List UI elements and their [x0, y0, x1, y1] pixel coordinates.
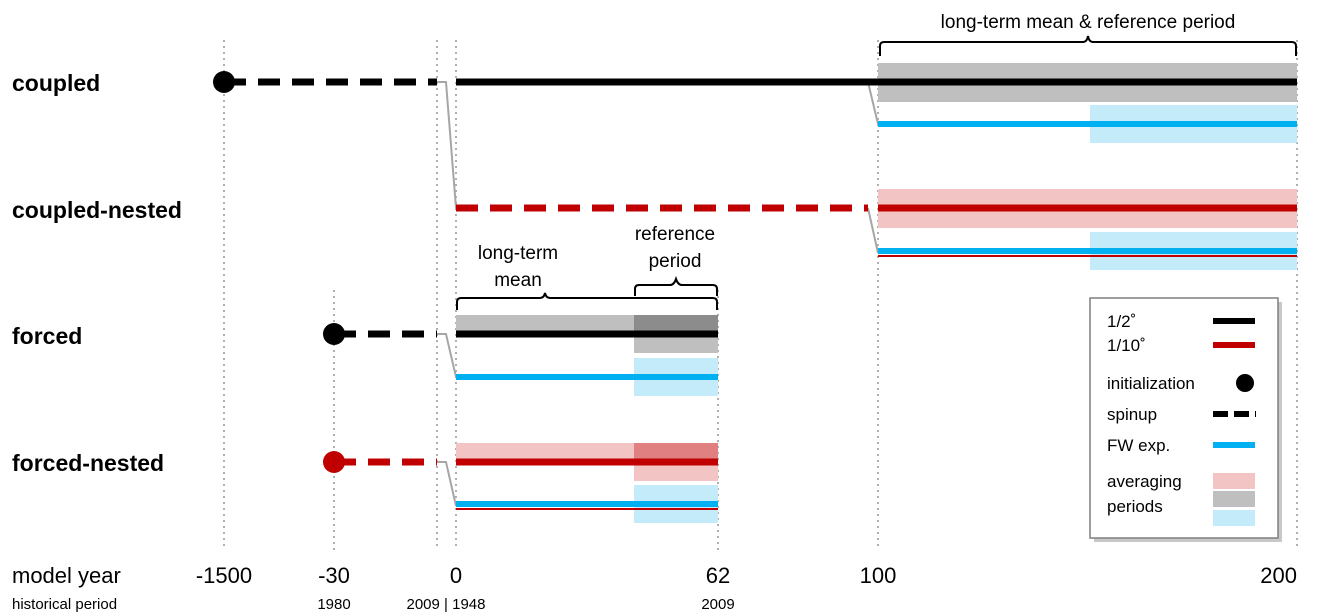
legend-swatch-initialization: [1236, 374, 1254, 392]
axis-historical-label: historical period: [12, 596, 117, 613]
bracket-long-term-mean: [456, 292, 718, 310]
annotation-long-term-line1: long-term: [478, 243, 558, 264]
legend-label-half-degree: 1/2˚: [1107, 312, 1136, 331]
tick-0: 0: [450, 563, 462, 588]
forced-nested-dark-band-ref: [634, 443, 718, 462]
tick-hist-2009: 2009: [701, 596, 734, 613]
row-forced-nested: [323, 451, 718, 510]
row-coupled: [213, 71, 1297, 127]
tick-minus-1500: -1500: [196, 563, 252, 588]
tick-100: 100: [860, 563, 897, 588]
legend-swatch-lightblue: [1213, 510, 1255, 526]
row-label-coupled: coupled: [12, 70, 100, 96]
connector-coupled-to-fw: [867, 81, 879, 125]
row-label-forced-nested: forced-nested: [12, 450, 164, 476]
connector-forced-nested-to-fw: [437, 461, 457, 507]
legend-label-initialization: initialization: [1107, 374, 1195, 393]
annotation-reference-line2: period: [649, 251, 702, 272]
tick-minus-30: -30: [318, 563, 350, 588]
forced-dark-band-ref: [634, 315, 718, 334]
legend-label-averaging: averaging: [1107, 472, 1182, 491]
connector-coupled-to-nested: [437, 81, 457, 209]
legend-label-tenth-degree: 1/10˚: [1107, 336, 1146, 355]
forced-grey-band: [456, 315, 634, 334]
connector-nested-to-fw: [867, 207, 879, 254]
forced-nested-pink-band: [456, 443, 634, 462]
tick-hist-1980: 1980: [317, 596, 350, 613]
bracket-long-term-reference: [879, 35, 1297, 56]
legend-label-fw-exp: FW exp.: [1107, 436, 1170, 455]
tick-hist-2009-1948: 2009 | 1948: [407, 596, 486, 613]
row-label-forced: forced: [12, 323, 82, 349]
legend: 1/2˚ 1/10˚ initialization spinup FW exp.…: [1089, 297, 1282, 542]
annotation-reference-line1: reference: [635, 224, 715, 245]
brackets: [456, 35, 1297, 310]
legend-label-periods: periods: [1107, 497, 1163, 516]
row-label-coupled-nested: coupled-nested: [12, 197, 182, 223]
tick-200: 200: [1260, 563, 1297, 588]
annotation-long-term-reference: long-term mean & reference period: [941, 12, 1236, 33]
bracket-reference-period: [634, 275, 718, 296]
connector-forced-to-fw: [437, 333, 457, 378]
row-forced: [323, 323, 718, 380]
tick-62: 62: [706, 563, 730, 588]
annotation-long-term-line2: mean: [494, 270, 542, 291]
legend-swatch-grey: [1213, 491, 1255, 507]
legend-swatch-pink: [1213, 473, 1255, 489]
row-coupled-nested: [456, 204, 1297, 257]
legend-label-spinup: spinup: [1107, 405, 1157, 424]
axis-model-year-label: model year: [12, 563, 121, 588]
branch-connectors: [437, 81, 879, 507]
